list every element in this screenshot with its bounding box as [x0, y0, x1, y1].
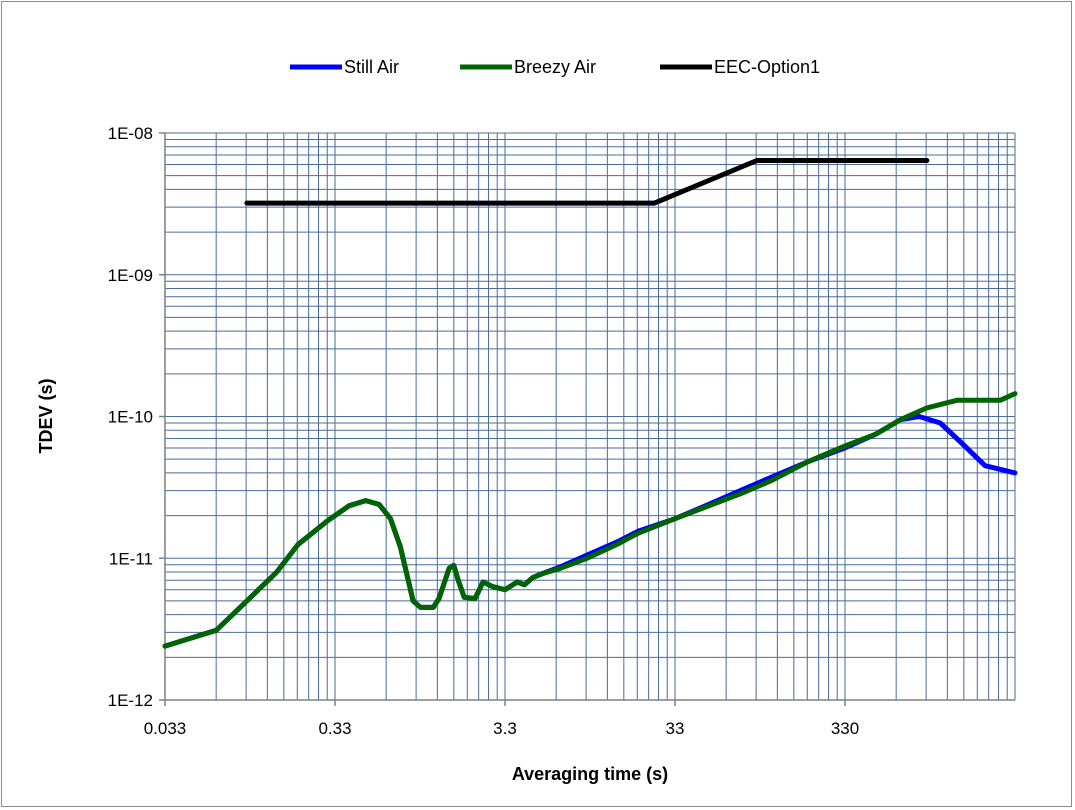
x-axis-ticks: 0.033 0.33 3.3 33 330	[144, 700, 859, 738]
series-lines	[162, 158, 1018, 649]
legend: Still Air Breezy Air EEC-Option1	[290, 57, 820, 77]
series-line-still-air	[162, 414, 1018, 649]
series-line-breezy-air	[162, 391, 1018, 649]
legend-label: EEC-Option1	[714, 57, 820, 77]
y-axis-title: TDEV (s)	[36, 378, 56, 453]
x-tick-label: 3.3	[493, 719, 517, 738]
x-axis-title: Averaging time (s)	[512, 764, 668, 784]
legend-label: Still Air	[344, 57, 399, 77]
x-tick-label: 0.33	[318, 719, 351, 738]
grid	[164, 132, 1016, 701]
legend-label: Breezy Air	[514, 57, 596, 77]
x-tick-label: 330	[831, 719, 859, 738]
y-tick-label: 1E-11	[109, 549, 153, 568]
x-tick-label: 33	[666, 719, 685, 738]
y-tick-label: 1E-09	[108, 266, 153, 285]
y-tick-label: 1E-08	[108, 124, 153, 143]
y-axis-ticks: 1E-12 1E-11 1E-10 1E-09 1E-08	[108, 124, 165, 710]
series-line-eec-option1	[244, 158, 930, 206]
y-tick-label: 1E-10	[108, 408, 153, 427]
y-tick-label: 1E-12	[108, 691, 153, 710]
x-tick-label: 0.033	[144, 719, 187, 738]
